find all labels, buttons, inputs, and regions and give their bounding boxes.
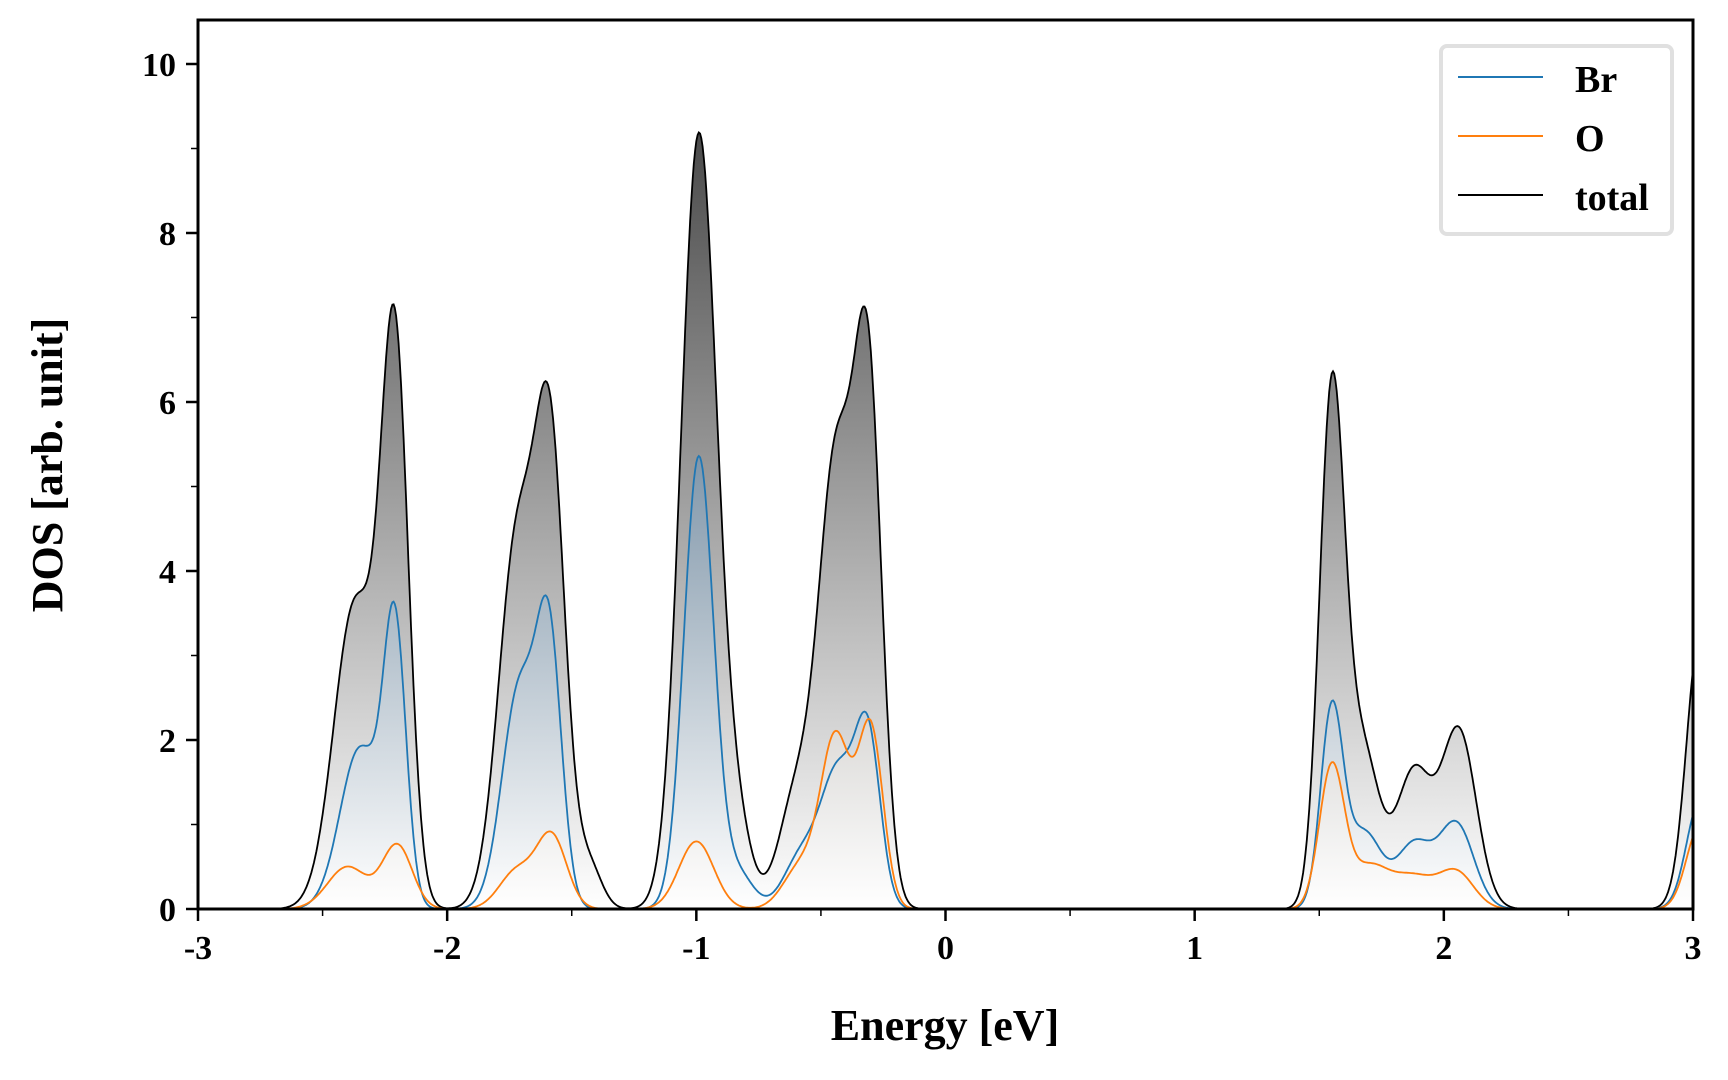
- x-axis: -3 -2 -1 0 1 2 3: [184, 909, 1702, 967]
- x-tick-label: 0: [937, 930, 954, 967]
- x-tick-label: -2: [433, 930, 461, 967]
- area-fill-total: [198, 132, 1693, 909]
- x-tick-label: -1: [682, 930, 710, 967]
- y-tick-label: 4: [159, 554, 176, 591]
- legend-label-total: total: [1575, 177, 1649, 219]
- legend: Br O total: [1439, 44, 1674, 236]
- y-tick-label: 0: [159, 892, 176, 929]
- y-tick-label: 6: [159, 385, 176, 422]
- y-tick-label: 8: [159, 216, 176, 253]
- area-fill-o: [198, 718, 1693, 909]
- y-tick-label: 2: [159, 723, 176, 760]
- legend-box: [1439, 44, 1674, 236]
- x-tick-label: 1: [1186, 930, 1203, 967]
- x-tick-label: 3: [1685, 930, 1702, 967]
- y-tick-label: 10: [142, 47, 176, 84]
- legend-label-o: O: [1575, 118, 1605, 160]
- y-axis-label: DOS [arb. unit]: [23, 318, 72, 613]
- x-tick-label: -3: [184, 930, 212, 967]
- area-fills: [198, 132, 1693, 909]
- legend-label-br: Br: [1575, 59, 1617, 101]
- area-fill-br: [198, 456, 1693, 909]
- x-axis-label: Energy [eV]: [831, 1001, 1060, 1050]
- x-tick-label: 2: [1435, 930, 1452, 967]
- y-axis: 0 2 4 6 8 10: [142, 47, 198, 929]
